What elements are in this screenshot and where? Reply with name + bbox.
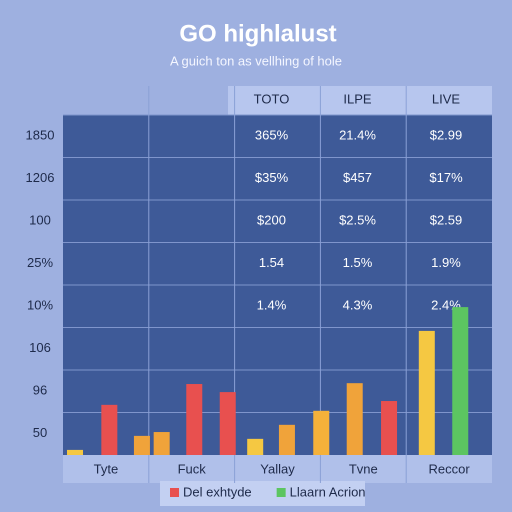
bar	[452, 307, 469, 455]
bar	[418, 330, 435, 455]
y-tick-label: 1206	[26, 170, 55, 185]
table-header: LIVE	[432, 91, 461, 106]
bar	[186, 384, 203, 455]
table-header-band	[228, 86, 492, 115]
table-header: TOTO	[254, 91, 290, 106]
bar	[247, 438, 264, 455]
x-tick-label: Tyte	[94, 461, 119, 476]
bar	[313, 410, 330, 455]
y-tick-label: 1850	[26, 128, 55, 143]
table-cell: $2.59	[430, 213, 463, 228]
y-tick-label: 50	[33, 425, 47, 440]
table-cell: $2.5%	[339, 213, 376, 228]
bar	[153, 432, 170, 455]
table-cell: 4.3%	[343, 298, 373, 313]
y-tick-label: 100	[29, 213, 51, 228]
x-tick-label: Yallay	[260, 461, 295, 476]
y-tick-label: 10%	[27, 298, 53, 313]
table-cell: 1.5%	[343, 255, 373, 270]
table-cell: $457	[343, 170, 372, 185]
x-tick-label: Reccor	[429, 461, 471, 476]
table-cell: 21.4%	[339, 128, 376, 143]
table-header: ILPE	[343, 91, 372, 106]
table-cell: 1.54	[259, 255, 284, 270]
x-label-band	[63, 455, 492, 483]
bar	[133, 435, 150, 455]
table-cell: $2.99	[430, 128, 463, 143]
table-cell: 365%	[255, 128, 289, 143]
legend-swatch	[276, 488, 286, 497]
table-cell: $200	[257, 213, 286, 228]
y-tick-label: 96	[33, 383, 47, 398]
bar	[381, 401, 398, 455]
legend-box	[160, 481, 365, 506]
table-cell: 1.9%	[431, 255, 461, 270]
bar	[278, 424, 295, 455]
table-cell: 1.4%	[257, 298, 287, 313]
chart-subtitle: A guich ton as vellhing of hole	[170, 53, 342, 68]
bar	[346, 383, 363, 455]
x-tick-label: Fuck	[178, 461, 207, 476]
bar	[219, 392, 236, 455]
y-tick-label: 25%	[27, 255, 53, 270]
legend-label: Llaarn Acrion	[290, 484, 366, 499]
chart-title: GO highlalust	[179, 20, 336, 47]
y-tick-label: 106	[29, 340, 51, 355]
bar	[67, 449, 84, 455]
table-cell: $35%	[255, 170, 289, 185]
legend-swatch	[170, 488, 179, 497]
table-cell: $17%	[429, 170, 463, 185]
legend-label: Del exhtyde	[183, 484, 252, 499]
x-tick-label: Tvne	[349, 461, 378, 476]
bar	[101, 404, 118, 455]
